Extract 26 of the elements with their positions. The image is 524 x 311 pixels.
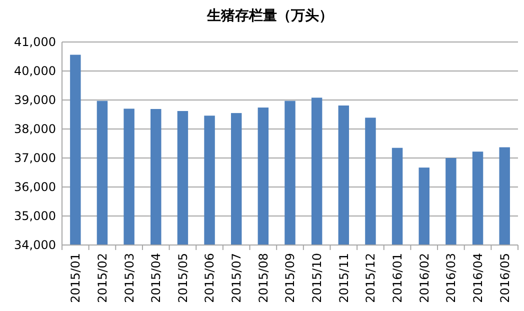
y-tick-label: 35,000	[14, 209, 56, 224]
x-tick-label: 2015/10	[310, 253, 324, 303]
x-tick-label: 2015/11	[336, 253, 351, 303]
x-tick-label: 2016/02	[417, 253, 432, 303]
y-tick-label: 41,000	[14, 35, 56, 50]
x-tick-label: 2015/08	[256, 253, 270, 303]
y-tick-label: 37,000	[14, 151, 56, 166]
y-tick-label: 34,000	[14, 238, 56, 252]
x-tick-label: 2015/03	[122, 253, 136, 303]
x-tick-label: 2015/07	[230, 253, 244, 303]
y-tick-label: 39,000	[14, 93, 56, 108]
x-tick-label: 2015/12	[364, 253, 378, 303]
x-tick-label: 2015/01	[68, 253, 83, 303]
x-tick-label: 2016/01	[390, 253, 404, 303]
y-tick-label: 36,000	[14, 180, 56, 194]
x-tick-label: 2015/09	[283, 253, 298, 303]
chart-title: 生猪存栏量（万头）	[206, 8, 333, 24]
x-tick-label: 2015/06	[202, 253, 217, 303]
y-tick-label: 38,000	[14, 122, 56, 136]
x-tick-label: 2016/05	[498, 253, 512, 303]
x-tick-label: 2015/02	[95, 253, 110, 303]
x-tick-label: 2015/05	[176, 253, 190, 303]
x-tick-label: 2016/04	[470, 253, 485, 303]
x-tick-label: 2016/03	[444, 253, 458, 303]
y-tick-label: 40,000	[14, 64, 56, 78]
x-tick-label: 2015/04	[149, 253, 164, 303]
